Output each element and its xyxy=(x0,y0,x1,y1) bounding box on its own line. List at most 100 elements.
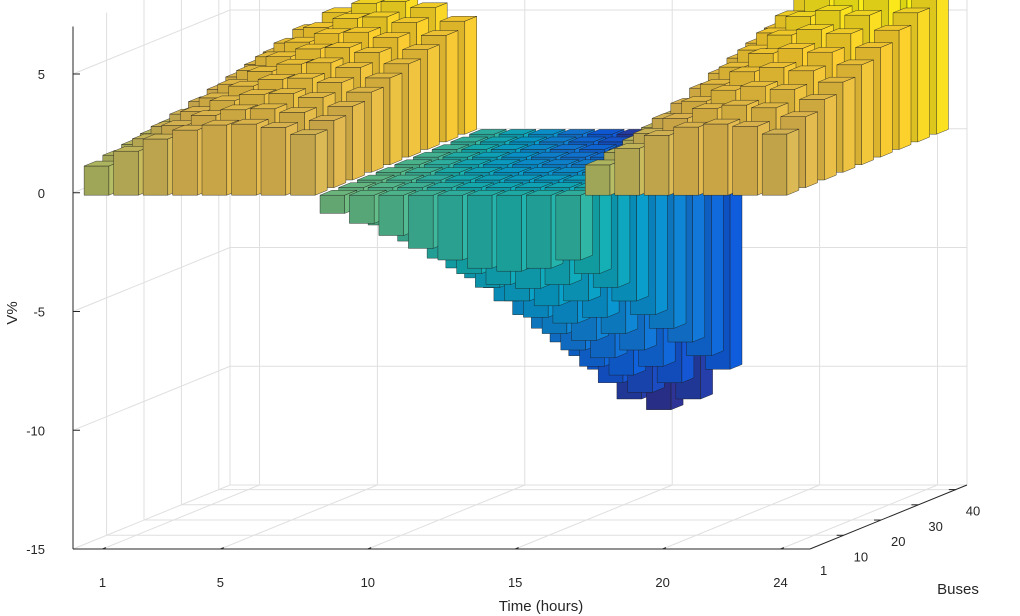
bar-front xyxy=(762,133,788,196)
bar-top xyxy=(472,151,510,158)
back-wall-edge xyxy=(229,0,968,485)
x-tick-label: 5 xyxy=(217,575,224,590)
bar-side xyxy=(805,111,818,188)
x-tick-label: 15 xyxy=(508,575,522,590)
y-axis-label: Buses xyxy=(937,581,979,598)
bar-top xyxy=(362,11,400,18)
bar-top xyxy=(239,89,277,95)
bar-side xyxy=(842,76,856,173)
bar-side xyxy=(333,115,347,188)
bar-front xyxy=(467,194,493,269)
bar-top xyxy=(542,159,579,165)
bar-top xyxy=(413,151,451,158)
bar-top xyxy=(319,190,357,196)
z-tick-label: 0 xyxy=(38,186,45,201)
bar-top xyxy=(231,118,269,125)
bar-top xyxy=(250,103,287,110)
bar-top xyxy=(343,27,381,33)
bar-side xyxy=(371,86,384,173)
bar-top xyxy=(531,151,569,158)
bar-top xyxy=(416,174,454,181)
bar-side xyxy=(352,101,365,181)
bar-front xyxy=(732,126,758,196)
z-axis-label: V% xyxy=(4,301,21,324)
x-tick xyxy=(515,547,519,550)
bar-side xyxy=(315,129,328,196)
bar-top xyxy=(740,81,778,87)
bar-top xyxy=(365,72,403,79)
bar-top xyxy=(493,167,531,173)
bar-top xyxy=(386,174,424,181)
bar-top xyxy=(306,57,344,63)
y-tick-label: 30 xyxy=(928,519,942,534)
bar-top xyxy=(480,136,518,143)
bar-front xyxy=(437,194,463,261)
bar-top xyxy=(445,174,483,181)
bar-top xyxy=(290,129,328,135)
bar-top xyxy=(721,99,759,106)
x-tick xyxy=(102,547,107,550)
bar-top xyxy=(434,167,472,173)
bar-top xyxy=(579,144,617,150)
bar-front xyxy=(555,194,581,261)
bar-top xyxy=(892,7,930,14)
x-tick-label: 20 xyxy=(655,575,669,590)
bar-top xyxy=(587,129,625,135)
grid-line-z xyxy=(72,365,967,431)
bar xyxy=(290,129,328,196)
bar-top xyxy=(807,47,845,53)
bar-top xyxy=(410,2,448,8)
bar-top xyxy=(314,28,351,34)
bar-top xyxy=(439,16,477,22)
bar-top xyxy=(383,58,421,64)
z-tick-label: 5 xyxy=(38,67,45,82)
bar-front xyxy=(585,164,611,196)
bar-top xyxy=(544,182,582,188)
bar-front xyxy=(703,123,729,196)
bar-top xyxy=(855,42,893,48)
bar-top xyxy=(279,107,317,113)
bar-top xyxy=(568,136,606,143)
bar-front xyxy=(83,165,110,196)
bars xyxy=(83,0,949,410)
bar-top xyxy=(483,159,520,165)
bar-top xyxy=(317,77,354,83)
bar-top xyxy=(549,144,587,150)
bar-top xyxy=(295,43,333,50)
bar-top xyxy=(268,88,306,94)
bar-front xyxy=(201,124,228,196)
bar-top xyxy=(523,167,561,173)
bar-top xyxy=(777,43,815,49)
bar-top xyxy=(504,174,542,181)
bar-side xyxy=(580,190,593,261)
bar-top xyxy=(475,174,513,181)
bar-top xyxy=(450,136,488,143)
bar-side xyxy=(917,7,930,143)
bar-top xyxy=(469,129,507,135)
bar-top xyxy=(327,101,365,107)
bar-top xyxy=(796,24,834,30)
bar-top xyxy=(402,44,440,50)
bar-top xyxy=(770,84,807,90)
bar-top xyxy=(354,47,392,53)
bar-top xyxy=(432,144,469,150)
bar-front xyxy=(260,127,286,196)
bar-top xyxy=(453,159,491,165)
bar-top xyxy=(464,167,502,173)
bar-front xyxy=(673,126,699,196)
bar-top xyxy=(501,151,539,158)
bar-top xyxy=(788,65,826,72)
bar-top xyxy=(456,182,494,188)
bar-top xyxy=(534,174,571,181)
bar-top xyxy=(405,167,443,173)
bar-top xyxy=(424,159,461,165)
x-tick-label: 10 xyxy=(361,575,375,590)
bar-top xyxy=(815,5,853,11)
bar-side xyxy=(898,25,912,150)
bar-side xyxy=(464,16,477,135)
bar-top xyxy=(467,190,505,196)
bar-front xyxy=(172,129,198,196)
bar-top xyxy=(346,86,384,93)
